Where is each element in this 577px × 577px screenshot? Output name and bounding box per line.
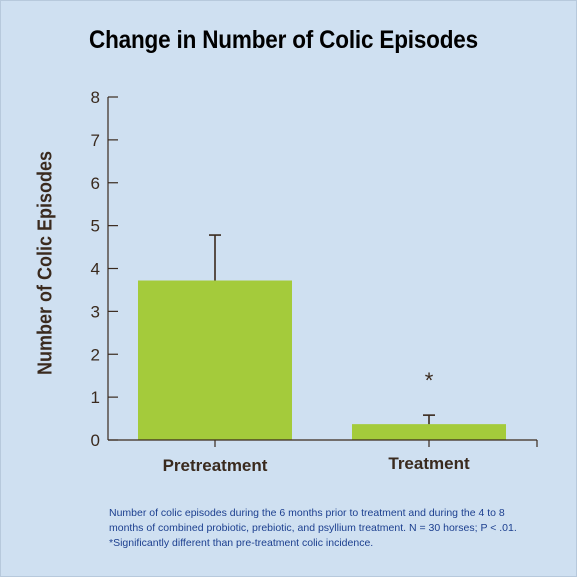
category-label: Treatment	[388, 454, 470, 473]
y-tick-label: 4	[91, 260, 100, 279]
y-tick-label: 2	[91, 345, 100, 364]
bar	[352, 424, 506, 440]
figure-caption: Number of colic episodes during the 6 mo…	[109, 507, 517, 549]
y-tick-label: 3	[91, 302, 100, 321]
y-tick-label: 6	[91, 174, 100, 193]
y-axis: 0 1 2 3 4 5 6 7 8	[91, 88, 118, 450]
significance-asterisk: *	[425, 368, 434, 393]
chart-title: Change in Number of Colic Episodes	[89, 26, 478, 54]
bars-group: *	[138, 234, 506, 440]
y-tick-label: 7	[91, 131, 100, 150]
y-tick-label: 8	[91, 88, 100, 107]
y-tick-label: 5	[91, 217, 100, 236]
x-axis-labels: Pretreatment Treatment	[163, 440, 538, 475]
bar	[138, 280, 292, 440]
y-tick-label: 0	[91, 431, 100, 450]
y-tick-label: 1	[91, 388, 100, 407]
category-label: Pretreatment	[163, 456, 268, 475]
